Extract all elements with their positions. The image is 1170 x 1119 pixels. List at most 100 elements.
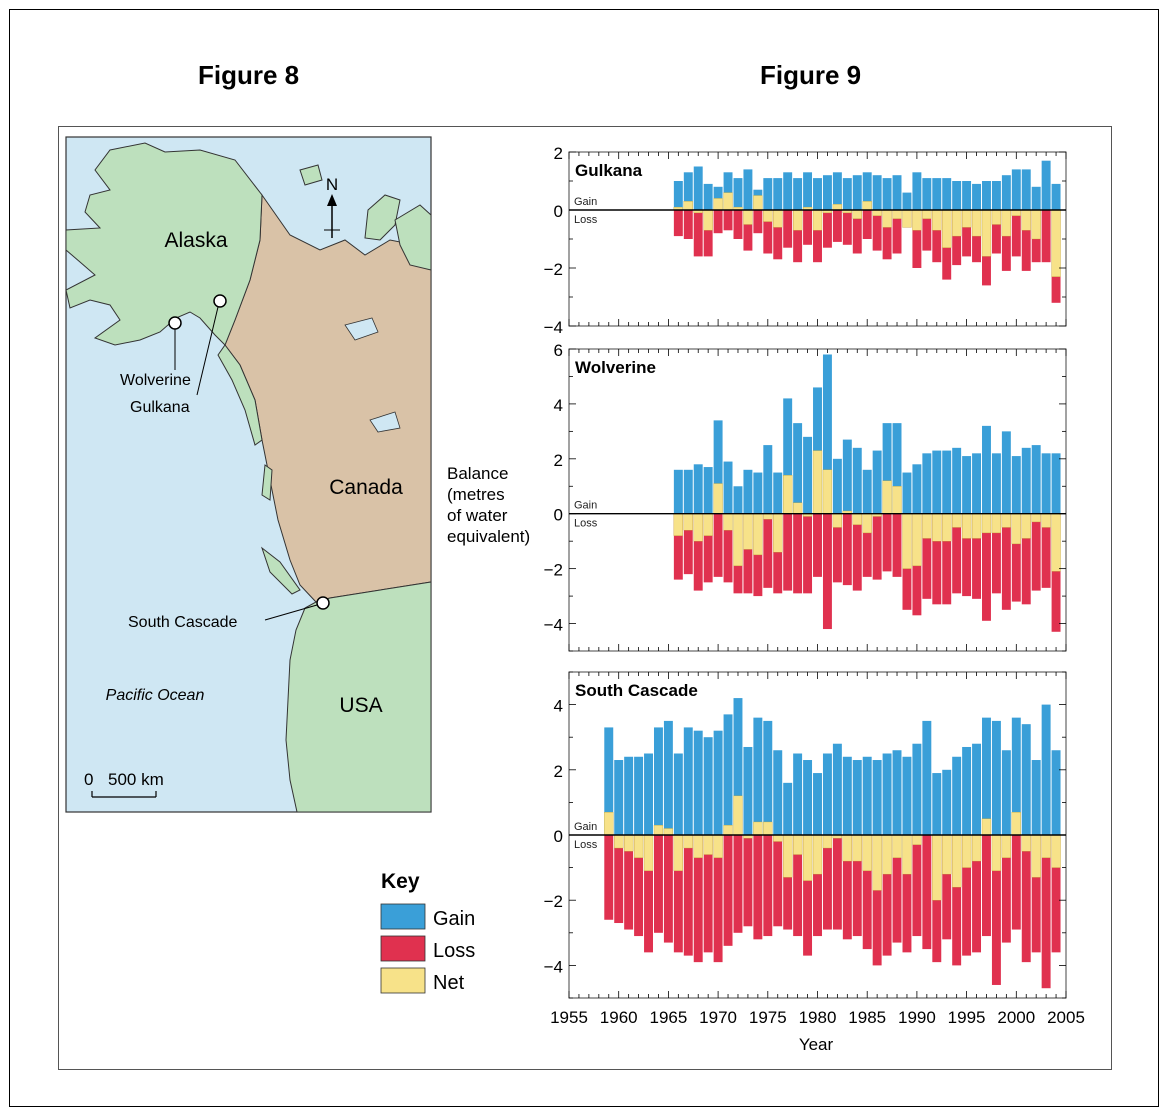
loss-bar (982, 513, 991, 621)
gain-bar (912, 464, 922, 514)
net-bar (783, 475, 793, 514)
lake (344, 317, 379, 341)
loss-bar (942, 835, 952, 940)
net-bar (624, 834, 634, 852)
gain-bar (793, 753, 803, 835)
y-tick-label: −2 (544, 561, 563, 580)
south-cascade-chart: 4 2 0 −2 −4 South Cascade Gain Loss (544, 671, 1067, 999)
gain-bar (763, 178, 773, 210)
wolverine-chart: 6 4 2 0 −2 −4 Wolverine Gain Loss (544, 341, 1067, 652)
loss-bar (783, 835, 793, 930)
gain-bar (952, 181, 962, 210)
loss-bar (673, 835, 683, 953)
net-bar (862, 513, 872, 534)
loss-bar (872, 835, 882, 966)
loss-bar (1041, 513, 1051, 588)
loss-bar (693, 513, 703, 591)
usa-region (285, 581, 432, 813)
loss-bar (882, 210, 892, 260)
gain-bar (892, 175, 902, 210)
map: N Alaska Canada USA Pacific Ocean Wolver… (65, 136, 432, 813)
loss-bar (1011, 835, 1021, 930)
net-bar (783, 834, 793, 878)
net-bar (991, 209, 1002, 225)
loss-bar (793, 513, 803, 594)
x-tick-label: 1995 (948, 1008, 986, 1027)
gulkana-marker (213, 294, 227, 308)
haida-gwaii (261, 464, 273, 501)
net-bar (822, 834, 833, 849)
loss-bar (743, 210, 753, 251)
loss-bar (703, 513, 713, 583)
loss-bar (743, 513, 753, 594)
gain-bar (1041, 160, 1051, 210)
gain-bar (922, 178, 932, 210)
net-bar (981, 209, 992, 257)
gain-bar (803, 760, 813, 835)
net-bar (892, 209, 902, 219)
net-bar (653, 825, 664, 836)
x-tick-label: 1990 (898, 1008, 936, 1027)
gain-bar (942, 178, 952, 210)
net-bar (713, 198, 723, 211)
loss-bar (872, 513, 882, 580)
gain-bar (872, 760, 882, 835)
gain-bar (703, 467, 713, 514)
net-bar (713, 834, 723, 858)
net-bar (733, 513, 743, 567)
net-bar (842, 834, 852, 862)
net-bar (971, 513, 982, 539)
loss-bar (1011, 210, 1021, 257)
net-bar (802, 834, 813, 881)
gain-bar (703, 183, 713, 210)
arctic-island (364, 194, 401, 241)
gain-bar (1001, 175, 1011, 210)
legend-label-net: Net (433, 972, 465, 994)
gain-bar (842, 439, 852, 514)
gain-bar (822, 175, 832, 210)
net-bar (604, 812, 614, 836)
gain-bar (822, 753, 832, 835)
figure-9-title: Figure 9 (760, 60, 862, 90)
x-tick-label: 1980 (799, 1008, 837, 1027)
loss-bar (773, 513, 783, 594)
gain-bar (653, 727, 663, 835)
loss-bar (713, 835, 723, 963)
gain-bar (1031, 760, 1041, 835)
gain-bar (713, 420, 723, 514)
loss-bar (1001, 210, 1011, 271)
loss-bar (932, 210, 942, 263)
loss-bar (703, 835, 713, 953)
loss-bar (972, 513, 982, 599)
loss-bar (783, 513, 793, 591)
canada-label: Canada (329, 476, 403, 499)
net-bar (763, 513, 773, 520)
loss-bar (1001, 835, 1011, 943)
gain-bar (1011, 456, 1021, 514)
net-bar (733, 795, 743, 836)
loss-bar (673, 513, 683, 580)
gain-bar (1051, 750, 1061, 835)
net-bar (872, 209, 882, 216)
gain-bar (1011, 717, 1021, 835)
gain-bar (733, 178, 743, 210)
gain-bar (942, 769, 952, 835)
gain-bar (733, 486, 743, 514)
net-bar (1001, 834, 1011, 858)
gain-bar (1021, 169, 1031, 210)
loss-bar (922, 210, 932, 251)
loss-bar (634, 835, 644, 937)
loss-bar (862, 835, 872, 950)
loss-bar (982, 835, 991, 937)
y-tick-label: 4 (554, 396, 563, 415)
y-tick-label: −4 (544, 318, 563, 337)
gain-bar (912, 172, 922, 210)
x-tick-label: 2000 (997, 1008, 1035, 1027)
gain-bar (982, 717, 991, 835)
gain-bar (952, 756, 962, 835)
net-bar (932, 209, 942, 231)
loss-bar (882, 835, 892, 956)
loss-bar (842, 835, 852, 940)
loss-bar (892, 513, 902, 577)
net-bar (1051, 513, 1061, 572)
